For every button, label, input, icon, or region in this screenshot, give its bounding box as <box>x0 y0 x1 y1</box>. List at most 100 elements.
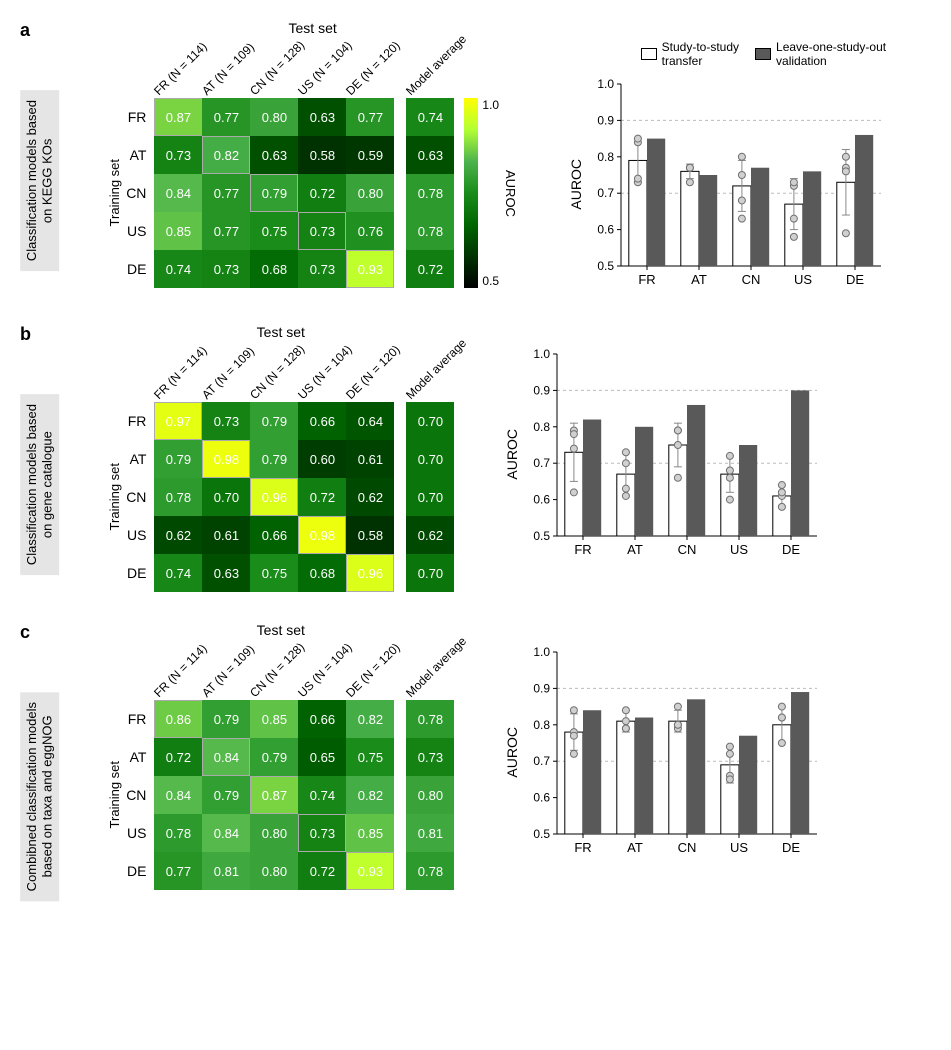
y-axis-label: AUROC <box>568 159 584 210</box>
col-header: Model average <box>403 656 447 700</box>
legend-swatch-filled <box>755 48 771 60</box>
data-point <box>687 164 694 171</box>
data-point <box>675 703 682 710</box>
test-set-title: Test set <box>107 622 454 638</box>
heatmap-avg-cell: 0.62 <box>406 516 454 554</box>
heatmap-cell: 0.80 <box>250 852 298 890</box>
legend-label-open: Study-to-study transfer <box>662 40 739 68</box>
heatmap-cell: 0.87 <box>154 98 202 136</box>
heatmap-avg-cell: 0.78 <box>406 174 454 212</box>
data-point <box>791 179 798 186</box>
data-point <box>571 431 578 438</box>
heatmap-c: Test setFR (N = 114)AT (N = 109)CN (N = … <box>107 622 454 890</box>
heatmap-cell: 0.74 <box>154 554 202 592</box>
panel-c: cCombibned classification models based o… <box>20 622 931 901</box>
training-set-label: Training set <box>107 761 122 828</box>
bar-filled <box>687 699 705 834</box>
svg-text:0.5: 0.5 <box>534 529 551 543</box>
heatmap-cell: 0.84 <box>202 814 250 852</box>
data-point <box>739 172 746 179</box>
legend: Study-to-study transferLeave-one-study-o… <box>568 40 886 68</box>
colorbar-max: 1.0 <box>482 98 499 112</box>
heatmap-avg-cell: 0.78 <box>406 212 454 250</box>
training-set-label: Training set <box>107 463 122 530</box>
heatmap-cell: 0.62 <box>154 516 202 554</box>
col-header: CN (N = 128) <box>247 54 291 98</box>
data-point <box>675 721 682 728</box>
heatmap-cell: 0.63 <box>202 554 250 592</box>
data-point <box>843 230 850 237</box>
col-header: AT (N = 109) <box>199 656 243 700</box>
svg-text:0.9: 0.9 <box>534 383 551 397</box>
svg-text:0.7: 0.7 <box>597 186 614 200</box>
heatmap-cell: 0.80 <box>250 98 298 136</box>
heatmap-cell: 0.68 <box>298 554 346 592</box>
heatmap-cell: 0.63 <box>298 98 346 136</box>
svg-text:1.0: 1.0 <box>597 77 614 91</box>
heatmap-cell: 0.79 <box>250 738 298 776</box>
heatmap-cell: 0.98 <box>298 516 346 554</box>
heatmap-cell: 0.85 <box>346 814 394 852</box>
heatmap-cell: 0.93 <box>346 250 394 288</box>
heatmap-cell: 0.72 <box>298 174 346 212</box>
heatmap-cell: 0.58 <box>298 136 346 174</box>
heatmap-avg-cell: 0.80 <box>406 776 454 814</box>
heatmap-cell: 0.85 <box>154 212 202 250</box>
data-point <box>571 732 578 739</box>
legend-swatch-open <box>641 48 657 60</box>
heatmap-cell: 0.73 <box>298 212 346 250</box>
colorbar <box>464 98 478 288</box>
col-header: FR (N = 114) <box>151 656 195 700</box>
svg-text:0.5: 0.5 <box>534 827 551 841</box>
data-point <box>687 179 694 186</box>
heatmap-cell: 0.98 <box>202 440 250 478</box>
data-point <box>727 474 734 481</box>
data-point <box>779 714 786 721</box>
heatmap-cell: 0.73 <box>298 250 346 288</box>
data-point <box>635 135 642 142</box>
heatmap-avg-cell: 0.63 <box>406 136 454 174</box>
heatmap-avg-cell: 0.73 <box>406 738 454 776</box>
data-point <box>779 503 786 510</box>
svg-text:0.7: 0.7 <box>534 754 551 768</box>
heatmap-cell: 0.68 <box>250 250 298 288</box>
heatmap-avg-cell: 0.78 <box>406 852 454 890</box>
data-point <box>623 449 630 456</box>
heatmap-cell: 0.93 <box>346 852 394 890</box>
heatmap-cell: 0.80 <box>250 814 298 852</box>
heatmap-cell: 0.78 <box>154 814 202 852</box>
data-point <box>779 703 786 710</box>
colorbar-min: 0.5 <box>482 274 499 288</box>
svg-text:1.0: 1.0 <box>534 645 551 659</box>
col-header: US (N = 104) <box>295 656 339 700</box>
bar-open <box>617 721 635 834</box>
data-point <box>571 445 578 452</box>
col-header: FR (N = 114) <box>151 358 195 402</box>
barchart-c: AUROC0.50.60.70.80.91.0FRATCNUSDE <box>504 642 822 862</box>
heatmap-cell: 0.73 <box>202 250 250 288</box>
row-label: FR <box>126 700 150 738</box>
heatmap-cell: 0.79 <box>154 440 202 478</box>
data-point <box>623 460 630 467</box>
data-point <box>571 750 578 757</box>
svg-text:FR: FR <box>575 840 592 855</box>
row-label: FR <box>126 402 150 440</box>
heatmap-cell: 0.79 <box>202 700 250 738</box>
heatmap-cell: 0.77 <box>202 98 250 136</box>
heatmap-cell: 0.66 <box>298 700 346 738</box>
data-point <box>623 718 630 725</box>
panel-a: aClassification models based on KEGG KOs… <box>20 20 931 294</box>
svg-text:CN: CN <box>678 542 697 557</box>
heatmap-b: Test setFR (N = 114)AT (N = 109)CN (N = … <box>107 324 454 592</box>
heatmap-cell: 0.75 <box>250 554 298 592</box>
svg-text:CN: CN <box>678 840 697 855</box>
heatmap-cell: 0.70 <box>202 478 250 516</box>
svg-text:0.9: 0.9 <box>597 113 614 127</box>
heatmap-cell: 0.79 <box>202 776 250 814</box>
heatmap-avg-cell: 0.74 <box>406 98 454 136</box>
heatmap-cell: 0.75 <box>346 738 394 776</box>
data-point <box>727 776 734 783</box>
heatmap-cell: 0.79 <box>250 174 298 212</box>
bar-filled <box>699 175 717 266</box>
data-point <box>623 725 630 732</box>
